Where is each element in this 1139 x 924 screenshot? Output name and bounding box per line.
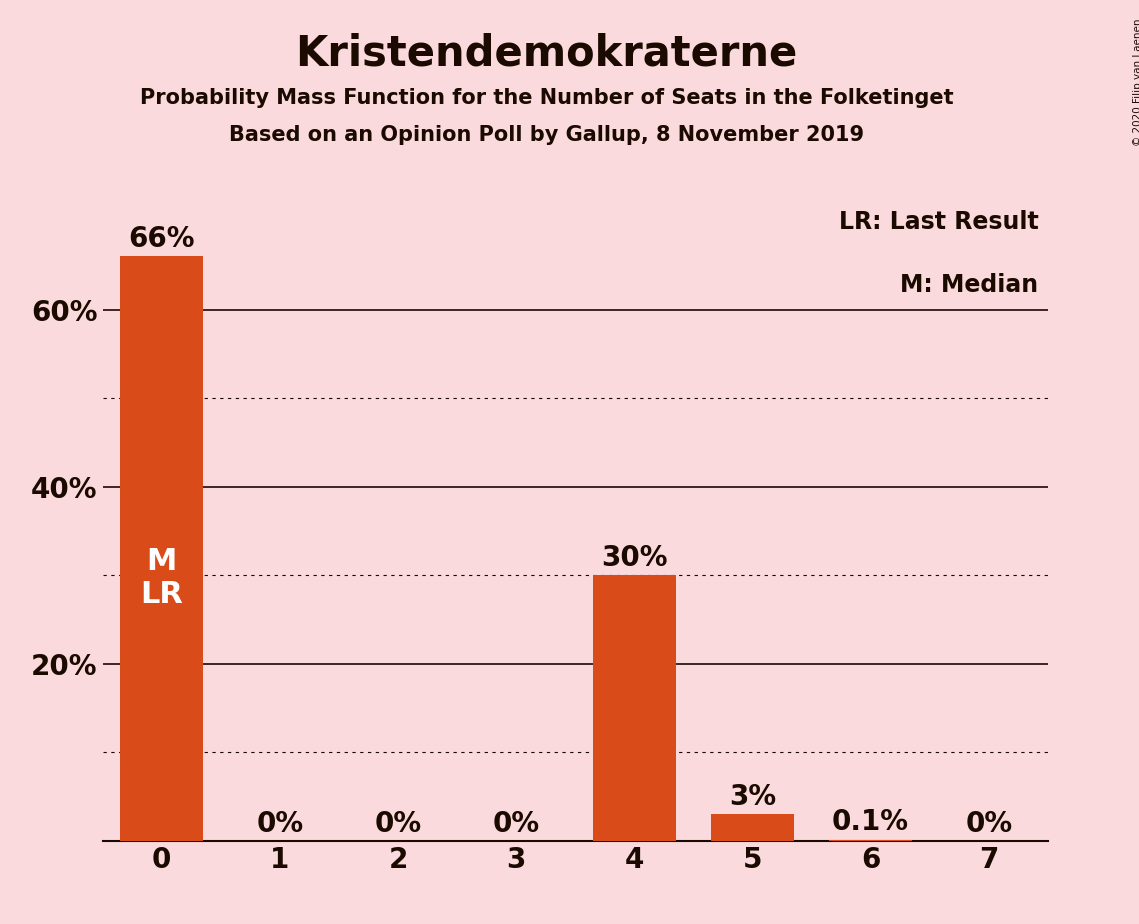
Text: LR: Last Result: LR: Last Result <box>838 210 1039 234</box>
Text: 0%: 0% <box>492 810 540 838</box>
Text: M
LR: M LR <box>140 547 183 609</box>
Text: 0%: 0% <box>965 810 1013 838</box>
Text: 3%: 3% <box>729 783 776 810</box>
Text: Probability Mass Function for the Number of Seats in the Folketinget: Probability Mass Function for the Number… <box>140 88 953 108</box>
Text: Based on an Opinion Poll by Gallup, 8 November 2019: Based on an Opinion Poll by Gallup, 8 No… <box>229 125 865 145</box>
Text: 0%: 0% <box>375 810 421 838</box>
Bar <box>121 256 203 841</box>
Bar <box>593 575 675 841</box>
Bar <box>711 814 794 841</box>
Text: Kristendemokraterne: Kristendemokraterne <box>296 32 797 74</box>
Text: 0%: 0% <box>256 810 303 838</box>
Text: © 2020 Filip van Laenen: © 2020 Filip van Laenen <box>1133 18 1139 146</box>
Text: 66%: 66% <box>129 225 195 253</box>
Text: 0.1%: 0.1% <box>833 808 909 836</box>
Text: M: Median: M: Median <box>900 274 1039 298</box>
Text: 30%: 30% <box>601 543 667 572</box>
